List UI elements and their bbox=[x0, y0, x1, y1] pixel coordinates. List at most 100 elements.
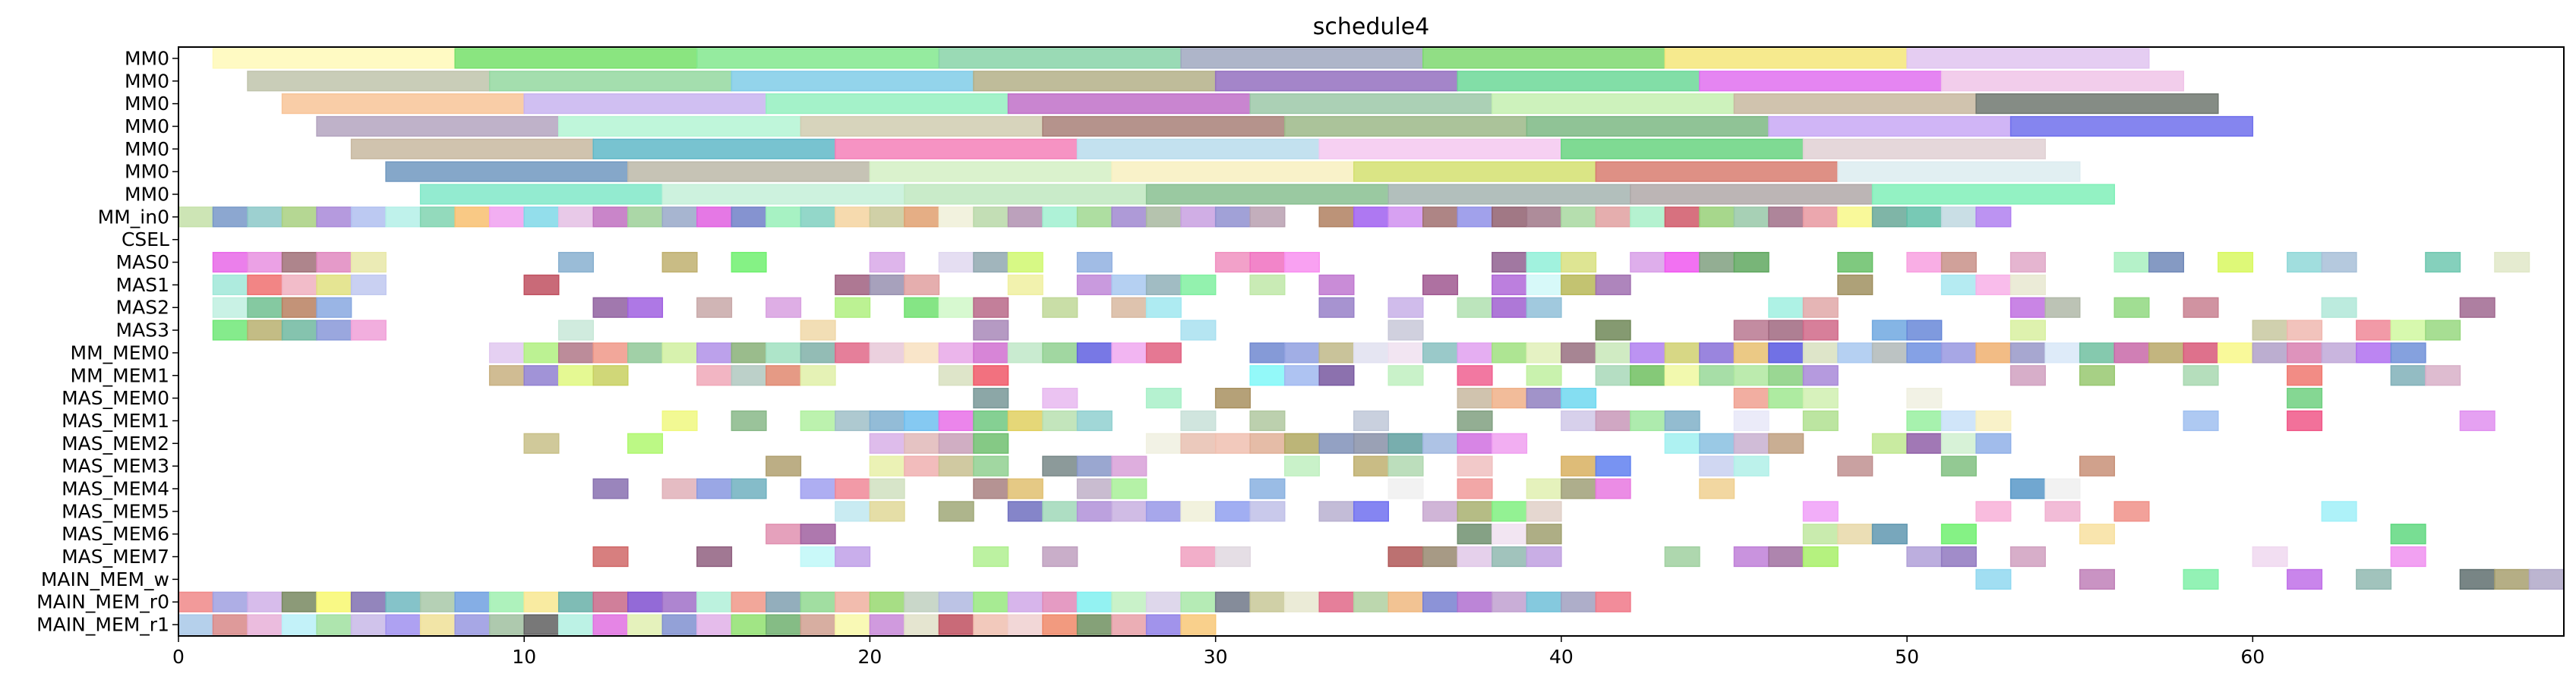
task-bar bbox=[1180, 206, 1217, 228]
task-bar bbox=[1871, 319, 1908, 341]
task-bar bbox=[2287, 342, 2323, 364]
task-bar bbox=[661, 342, 698, 364]
task-bar bbox=[2390, 546, 2426, 568]
task-bar bbox=[904, 410, 940, 432]
task-bar bbox=[350, 614, 387, 635]
task-bar bbox=[1422, 501, 1459, 522]
task-bar bbox=[1249, 93, 1493, 115]
task-bar bbox=[523, 591, 560, 612]
y-tick-label: MM0 bbox=[125, 70, 169, 92]
task-bar bbox=[212, 274, 248, 295]
y-tick-label: MAIN_MEM_r1 bbox=[36, 614, 169, 636]
task-bar bbox=[1733, 546, 1769, 568]
task-bar bbox=[2494, 568, 2530, 590]
task-bar bbox=[1492, 274, 1528, 295]
task-bar bbox=[800, 591, 836, 612]
task-bar bbox=[1940, 410, 1977, 432]
task-bar bbox=[281, 93, 525, 115]
task-bar bbox=[1699, 342, 1735, 364]
task-bar bbox=[1214, 251, 1251, 273]
task-bar bbox=[1145, 614, 1182, 635]
task-bar bbox=[1837, 161, 2081, 182]
task-bar bbox=[1457, 546, 1493, 568]
task-bar bbox=[1526, 251, 1562, 273]
task-bar bbox=[1837, 251, 1874, 273]
task-bar bbox=[1387, 591, 1424, 612]
task-bar bbox=[1353, 206, 1390, 228]
task-bar bbox=[1837, 342, 1874, 364]
task-bar bbox=[869, 251, 905, 273]
task-bar bbox=[731, 71, 974, 92]
task-bar bbox=[1249, 365, 1286, 386]
task-bar bbox=[1906, 319, 1943, 341]
task-bar bbox=[661, 206, 698, 228]
task-bar bbox=[1283, 342, 1320, 364]
task-bar bbox=[1492, 501, 1528, 522]
task-bar bbox=[2114, 297, 2150, 318]
task-bar bbox=[1733, 455, 1769, 477]
task-bar bbox=[212, 251, 248, 273]
task-bar bbox=[869, 161, 1113, 182]
task-bar bbox=[1768, 297, 1804, 318]
task-bar bbox=[316, 591, 352, 612]
task-bar bbox=[800, 410, 836, 432]
task-bar bbox=[592, 546, 629, 568]
task-bar bbox=[1561, 274, 1597, 295]
y-axis-ticks: MM0MM0MM0MM0MM0MM0MM0MM_in0CSELMAS0MAS1M… bbox=[36, 47, 178, 636]
task-bar bbox=[1180, 501, 1217, 522]
task-bar bbox=[1699, 251, 1735, 273]
y-tick-label: MM_MEM1 bbox=[71, 364, 169, 386]
task-bar bbox=[1318, 342, 1355, 364]
task-bar bbox=[2494, 251, 2530, 273]
task-bar bbox=[2425, 251, 2461, 273]
task-bar bbox=[454, 591, 491, 612]
task-bar bbox=[1733, 319, 1769, 341]
task-bar bbox=[938, 342, 974, 364]
task-bar bbox=[557, 206, 595, 228]
task-bar bbox=[281, 251, 317, 273]
task-bar bbox=[212, 48, 456, 69]
task-bar bbox=[2321, 297, 2357, 318]
task-bar bbox=[1940, 71, 2185, 92]
task-bar bbox=[247, 206, 283, 228]
y-tick-label: MAS_MEM4 bbox=[62, 478, 169, 500]
task-bar bbox=[835, 274, 871, 295]
task-bar bbox=[1630, 342, 1666, 364]
task-bar bbox=[627, 614, 664, 635]
task-bar bbox=[1699, 206, 1735, 228]
task-bar bbox=[350, 251, 387, 273]
task-bar bbox=[1457, 71, 1700, 92]
task-bar bbox=[1007, 410, 1043, 432]
y-tick-label: MM0 bbox=[125, 138, 169, 160]
task-bar bbox=[869, 342, 905, 364]
task-bar bbox=[835, 410, 871, 432]
task-bar bbox=[281, 591, 317, 612]
x-tick-label: 60 bbox=[2240, 646, 2265, 668]
task-bar bbox=[1387, 546, 1424, 568]
task-bar bbox=[661, 591, 698, 612]
task-bar bbox=[247, 251, 283, 273]
task-bar bbox=[731, 410, 767, 432]
task-bar bbox=[2425, 365, 2461, 386]
task-bar bbox=[1387, 433, 1424, 454]
task-bar bbox=[1353, 433, 1390, 454]
task-bar bbox=[2009, 297, 2046, 318]
task-bar bbox=[973, 591, 1009, 612]
task-bar bbox=[627, 297, 664, 318]
y-tick-label: MAIN_MEM_r0 bbox=[36, 591, 169, 613]
task-bar bbox=[766, 206, 802, 228]
x-tick-label: 30 bbox=[1204, 646, 1228, 668]
task-bar bbox=[1007, 274, 1043, 295]
task-bar bbox=[2356, 568, 2392, 590]
task-bar bbox=[938, 206, 974, 228]
task-bar bbox=[1042, 342, 1078, 364]
task-bar bbox=[419, 206, 456, 228]
task-bar bbox=[1492, 251, 1528, 273]
task-bar bbox=[1733, 251, 1769, 273]
task-bar bbox=[1353, 455, 1390, 477]
task-bar bbox=[2218, 251, 2254, 273]
task-bar bbox=[1699, 365, 1735, 386]
task-bar bbox=[1249, 433, 1286, 454]
task-bar bbox=[1145, 206, 1182, 228]
task-bar bbox=[1076, 251, 1113, 273]
